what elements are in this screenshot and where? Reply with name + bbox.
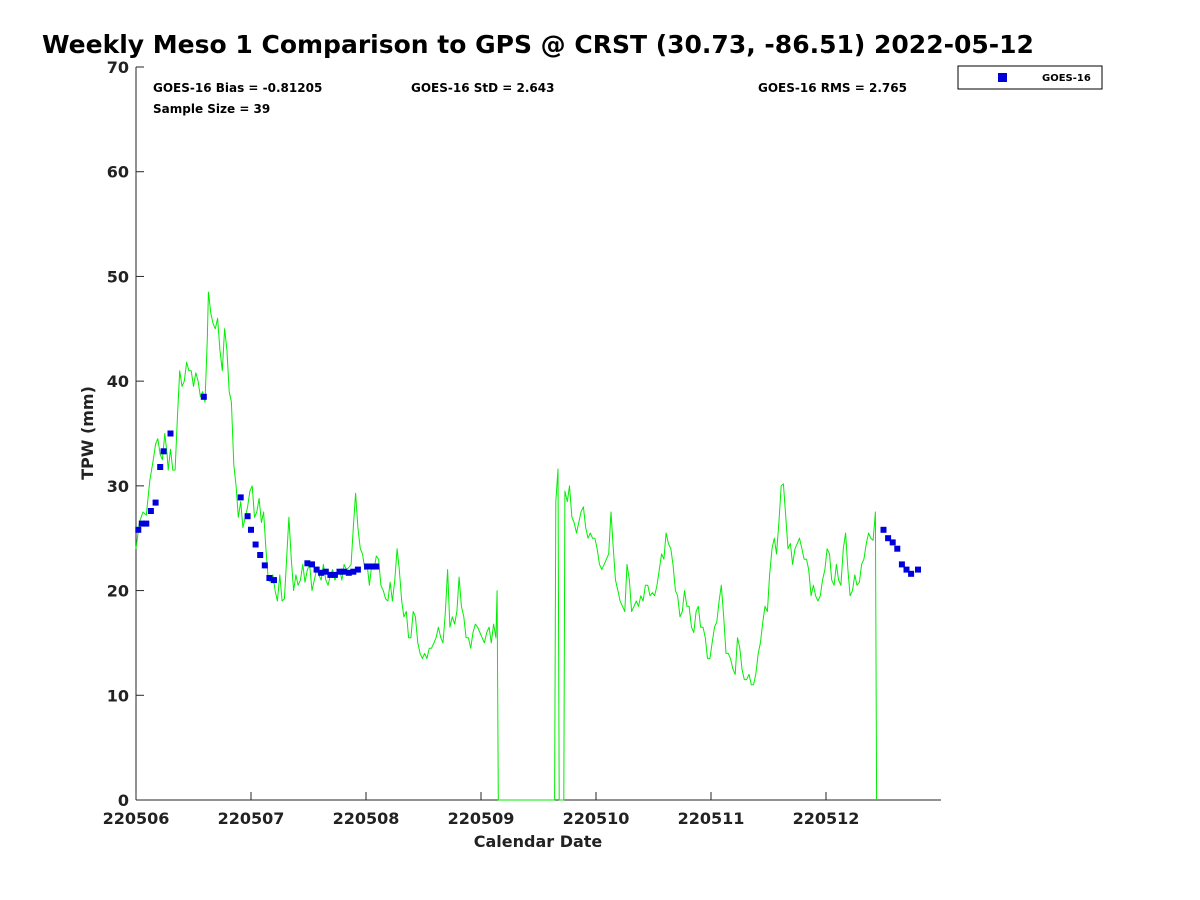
goes-point bbox=[248, 526, 254, 533]
y-tick-label: 30 bbox=[107, 477, 129, 496]
goes-point bbox=[261, 562, 268, 569]
goes-point bbox=[341, 568, 348, 575]
goes-point bbox=[237, 494, 244, 501]
x-tick-label: 220507 bbox=[218, 809, 285, 828]
x-tick-label: 220512 bbox=[793, 809, 860, 828]
goes-point bbox=[313, 566, 320, 573]
y-tick-label: 20 bbox=[107, 582, 129, 601]
goes-point bbox=[885, 535, 892, 542]
goes-point bbox=[336, 568, 343, 575]
goes-point bbox=[345, 569, 352, 576]
goes-point bbox=[915, 566, 921, 573]
y-tick-label: 60 bbox=[107, 163, 129, 182]
goes-point bbox=[908, 570, 915, 577]
x-tick-label: 220508 bbox=[333, 809, 400, 828]
goes-point bbox=[157, 464, 164, 470]
goes-point bbox=[903, 566, 910, 573]
goes-point bbox=[271, 577, 277, 584]
goes-point bbox=[252, 541, 259, 548]
legend-box bbox=[957, 65, 1103, 90]
sample-size-stat: Sample Size = 39 bbox=[153, 102, 270, 116]
goes-point bbox=[368, 563, 375, 570]
goes-point bbox=[147, 508, 154, 514]
y-tick-label: 40 bbox=[107, 372, 129, 391]
goes-point bbox=[894, 545, 901, 552]
goes-point bbox=[898, 561, 905, 568]
goes-point bbox=[138, 520, 145, 527]
goes-point bbox=[135, 526, 142, 533]
x-tick-label: 220510 bbox=[563, 809, 630, 828]
goes-point bbox=[322, 568, 329, 575]
gps-tpw-line bbox=[135, 291, 878, 801]
legend-goes-label: GOES-16 bbox=[1042, 73, 1091, 84]
goes-point bbox=[318, 569, 325, 576]
x-axis-title: Calendar Date bbox=[474, 832, 603, 851]
goes-point bbox=[364, 563, 371, 570]
std-stat: GOES-16 StD = 2.643 bbox=[411, 81, 554, 95]
x-tick-label: 220506 bbox=[103, 809, 170, 828]
goes-point bbox=[880, 526, 887, 533]
goes-point bbox=[373, 563, 380, 570]
goes-point bbox=[152, 499, 159, 506]
y-tick-label: 70 bbox=[107, 58, 129, 77]
goes-point bbox=[309, 561, 315, 568]
chart-title: Weekly Meso 1 Comparison to GPS @ CRST (… bbox=[42, 30, 1034, 59]
goes-point bbox=[304, 560, 311, 567]
x-tick-label: 220509 bbox=[448, 809, 515, 828]
goes-marker-layer bbox=[135, 393, 921, 584]
legend: GOES-16 bbox=[957, 65, 1103, 90]
y-tick-label: 10 bbox=[107, 686, 129, 705]
y-tick-label: 50 bbox=[107, 267, 129, 286]
bias-stat: GOES-16 Bias = -0.81205 bbox=[153, 81, 322, 95]
x-tick-label: 220511 bbox=[678, 809, 745, 828]
y-tick-label: 0 bbox=[118, 791, 129, 810]
goes-point bbox=[889, 539, 896, 546]
goes-point bbox=[350, 568, 357, 575]
rms-stat: GOES-16 RMS = 2.765 bbox=[758, 81, 907, 95]
goes-point bbox=[167, 430, 174, 437]
goes-point bbox=[160, 448, 167, 455]
y-axis-title: TPW (mm) bbox=[78, 386, 97, 480]
goes-point bbox=[200, 393, 207, 400]
goes-point bbox=[266, 575, 273, 581]
goes-point bbox=[354, 566, 361, 573]
axes-layer: 0 10 20 30 40 50 60 70 220506 220507 220508 220509 2… bbox=[103, 58, 941, 828]
goes-point bbox=[244, 513, 251, 520]
goes-point bbox=[143, 520, 150, 527]
gps-line-layer bbox=[135, 291, 878, 801]
goes-point bbox=[257, 552, 264, 558]
goes-point bbox=[327, 571, 334, 578]
legend-goes-marker bbox=[998, 73, 1007, 82]
goes-point bbox=[331, 571, 338, 578]
